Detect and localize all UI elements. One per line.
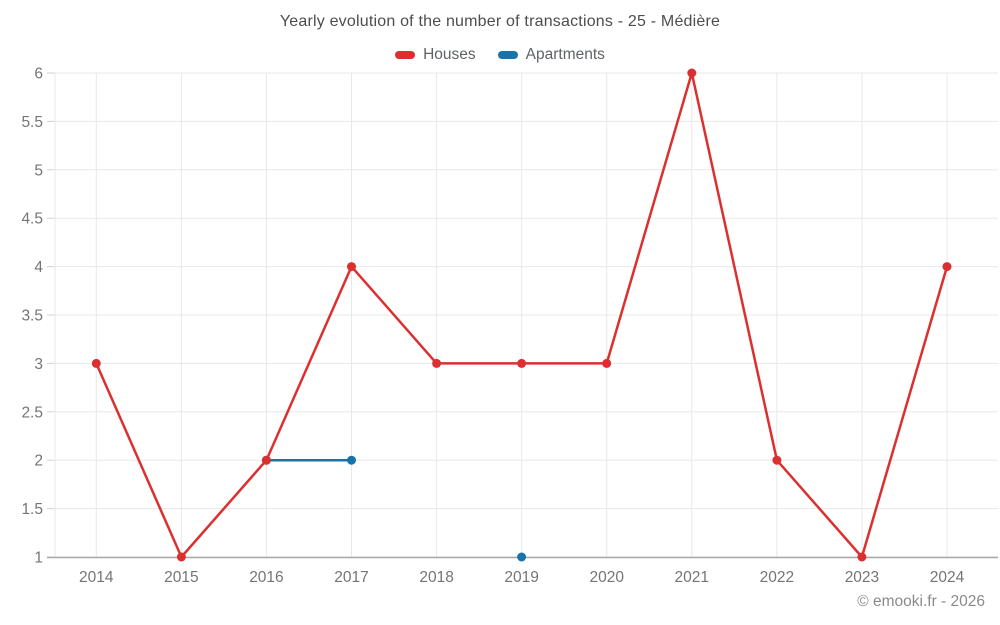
houses-data-point[interactable] bbox=[857, 552, 867, 562]
x-axis-label: 2021 bbox=[675, 569, 709, 586]
x-axis-label: 2014 bbox=[79, 569, 114, 586]
x-axis-label: 2023 bbox=[845, 569, 879, 586]
houses-swatch-icon bbox=[395, 51, 416, 59]
legend-item-apartments[interactable]: Apartments bbox=[497, 46, 605, 64]
x-axis-label: 2018 bbox=[419, 569, 453, 586]
y-axis-label: 4 bbox=[34, 259, 43, 276]
apartments-data-point[interactable] bbox=[347, 455, 356, 465]
legend: Houses Apartments bbox=[0, 46, 1000, 64]
x-axis-label: 2020 bbox=[589, 569, 624, 586]
houses-data-point[interactable] bbox=[942, 262, 952, 272]
y-axis-label: 5 bbox=[34, 162, 43, 179]
houses-data-point[interactable] bbox=[517, 358, 527, 368]
x-axis-label: 2022 bbox=[760, 569, 794, 586]
houses-data-point[interactable] bbox=[602, 358, 612, 368]
y-axis-label: 3.5 bbox=[21, 308, 43, 325]
houses-data-point[interactable] bbox=[176, 552, 186, 562]
y-axis-label: 4.5 bbox=[21, 211, 43, 228]
watermark: © emooki.fr - 2026 bbox=[857, 593, 985, 610]
y-axis-label: 2 bbox=[34, 453, 43, 470]
chart-title: Yearly evolution of the number of transa… bbox=[279, 13, 721, 30]
houses-data-point[interactable] bbox=[687, 68, 697, 78]
legend-item-houses[interactable]: Houses bbox=[395, 46, 476, 64]
apartments-data-point[interactable] bbox=[517, 552, 527, 562]
x-axis-label: 2016 bbox=[249, 569, 283, 586]
x-axis-label: 2024 bbox=[930, 569, 965, 586]
houses-data-point[interactable] bbox=[261, 455, 271, 465]
houses-data-point[interactable] bbox=[432, 358, 442, 368]
houses-data-point[interactable] bbox=[772, 455, 782, 465]
y-axis-label: 1.5 bbox=[21, 501, 43, 518]
y-axis-label: 1 bbox=[34, 550, 43, 567]
x-axis-label: 2017 bbox=[334, 569, 368, 586]
legend-label-houses: Houses bbox=[423, 46, 476, 63]
x-axis-label: 2019 bbox=[504, 569, 538, 586]
y-axis-label: 6 bbox=[34, 66, 43, 83]
x-axis-label: 2015 bbox=[164, 569, 198, 586]
houses-data-point[interactable] bbox=[347, 262, 356, 272]
apartments-swatch-icon bbox=[497, 51, 518, 59]
y-axis-label: 5.5 bbox=[21, 114, 43, 131]
y-axis-label: 2.5 bbox=[21, 404, 43, 421]
houses-data-point[interactable] bbox=[91, 358, 101, 368]
legend-label-apartments: Apartments bbox=[525, 46, 605, 63]
y-axis-label: 3 bbox=[34, 356, 43, 373]
